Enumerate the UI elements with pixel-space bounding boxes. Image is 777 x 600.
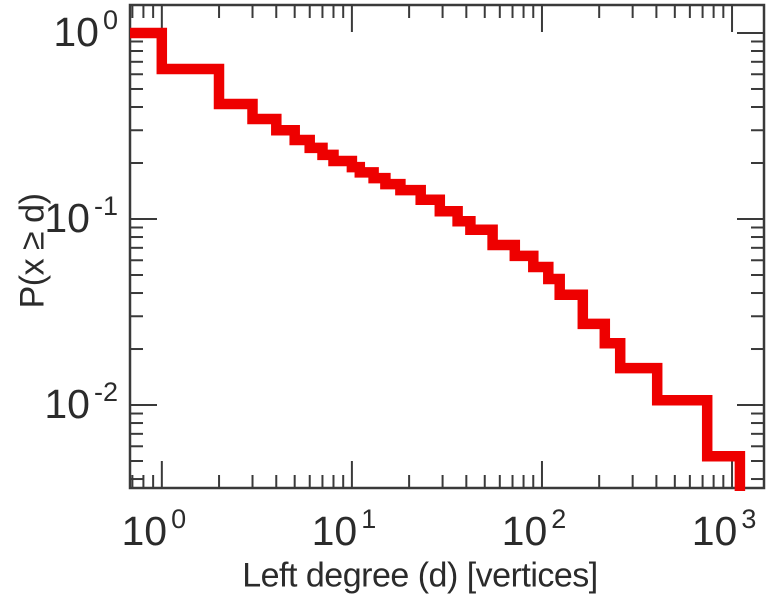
x-axis-label: Left degree (d) [vertices] (242, 556, 598, 595)
x-tick-label: 10 0 (122, 504, 187, 554)
y-tick-label: 10 -1 (44, 191, 118, 241)
y-tick-label: 10 -2 (44, 377, 118, 427)
plot-frame (128, 3, 766, 490)
x-tick-label: 10 3 (692, 504, 757, 554)
x-tick-label: 10 2 (502, 504, 567, 554)
y-axis-label: P(x ≥ d) (13, 193, 52, 309)
x-tick-label: 10 1 (312, 504, 377, 554)
ccdf-step-curve (130, 27, 746, 491)
y-tick-label: 10 0 (53, 5, 118, 55)
